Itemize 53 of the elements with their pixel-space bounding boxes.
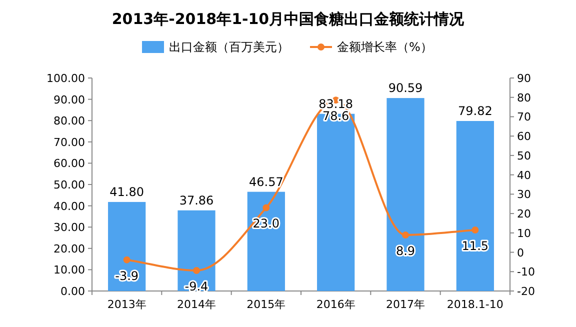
y-tick-label: 0.00	[60, 285, 85, 298]
chart-title: 2013年-2018年1-10月中国食糖出口金额统计情况	[112, 10, 466, 28]
y-tick-label: 90.00	[54, 93, 85, 106]
x-tick-label: 2016年	[316, 298, 356, 311]
data-label: 41.80	[110, 184, 144, 199]
y2-tick-label: 20	[517, 208, 531, 221]
y2-tick-label: 50	[517, 149, 531, 162]
data-label: 23.0	[252, 216, 280, 231]
y2-tick-label: 60	[517, 130, 531, 144]
x-tick-label: 2013年	[107, 298, 146, 311]
y2-tick-label: 90	[517, 72, 531, 85]
data-label: 37.86	[179, 193, 214, 208]
y-tick-label: 80.00	[54, 114, 85, 128]
data-label: -3.9	[115, 268, 139, 283]
x-tick-label: 2018.1-10	[446, 298, 504, 311]
y2-tick-label: 40	[517, 168, 531, 182]
y2-tick-label: 0	[517, 246, 524, 260]
y-tick-label: 60.00	[54, 157, 85, 170]
y2-tick-label: -20	[517, 285, 535, 298]
y-tick-label: 50.00	[54, 178, 85, 192]
x-tick-label: 2014年	[177, 298, 216, 311]
data-label: 11.5	[462, 239, 489, 254]
data-label: 79.82	[458, 104, 492, 118]
bar	[386, 98, 424, 291]
x-tick-label: 2017年	[386, 298, 425, 311]
x-tick-label: 2015年	[246, 298, 286, 311]
y-tick-label: 10.00	[54, 264, 85, 277]
point	[472, 226, 479, 234]
data-label: 90.59	[388, 81, 423, 96]
bar	[178, 210, 216, 291]
point	[193, 266, 200, 274]
y2-tick-label: 10	[517, 226, 531, 240]
legend-label: 出口金额（百万美元）	[169, 40, 289, 54]
y-tick-label: 20.00	[54, 242, 85, 256]
bar	[247, 192, 285, 291]
y-tick-label: 100.00	[46, 72, 85, 85]
y-tick-label: 70.00	[54, 136, 85, 149]
bar	[108, 202, 146, 291]
point	[123, 256, 130, 264]
legend-label: 金额增长率（%）	[337, 40, 432, 54]
data-label: -9.4	[184, 279, 208, 294]
point	[262, 204, 270, 212]
bar	[456, 120, 494, 291]
y2-tick-label: -10	[517, 266, 535, 279]
y2-tick-label: 30	[517, 188, 531, 202]
y2-tick-label: 70	[517, 110, 531, 124]
point	[402, 232, 409, 239]
data-label: 46.57	[248, 174, 284, 189]
y-tick-label: 40.00	[54, 200, 85, 213]
data-label: 78.6	[322, 109, 350, 124]
y-tick-label: 30.00	[54, 221, 85, 234]
y2-tick-label: 80	[517, 91, 531, 104]
data-label: 8.9	[396, 244, 416, 258]
